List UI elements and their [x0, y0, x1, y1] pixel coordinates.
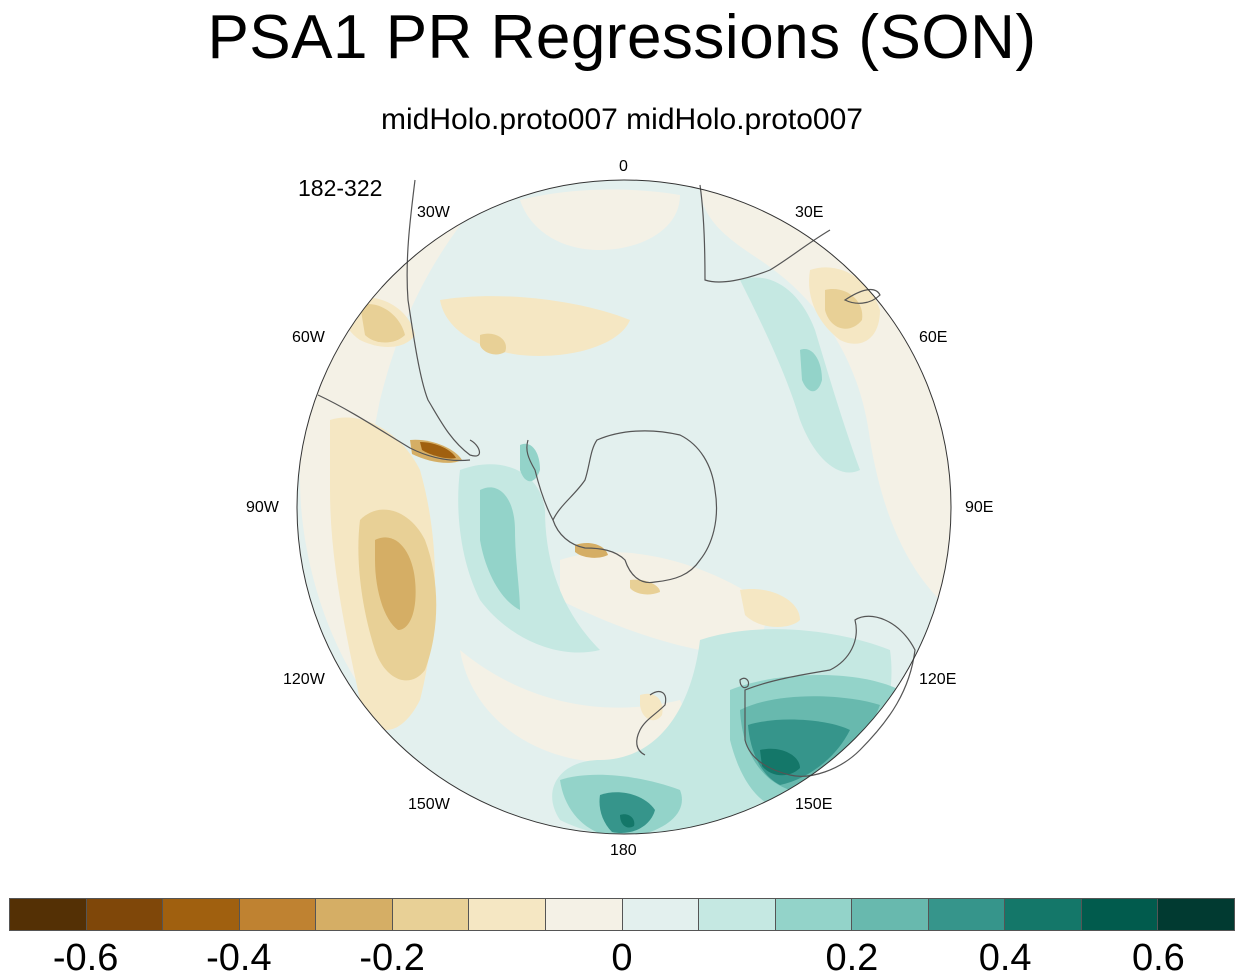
colorbar-tick-label: 0	[611, 937, 633, 979]
field-brown-antarctic-peninsula	[575, 543, 608, 558]
colorbar-box-15	[1158, 899, 1234, 930]
colorbar-tick-label: 0.6	[1131, 937, 1185, 979]
lon-label-90w: 90W	[246, 499, 279, 516]
lon-label-180: 180	[610, 842, 637, 859]
colorbar-box-13	[1005, 899, 1082, 930]
lon-label-60w: 60W	[292, 329, 325, 346]
lon-label-120w: 120W	[283, 671, 325, 688]
lon-label-150w: 150W	[408, 796, 450, 813]
field-band-north	[520, 189, 680, 250]
polar-map	[296, 179, 952, 835]
field-brown-africa	[825, 289, 863, 329]
colorbar-box-7	[545, 899, 623, 930]
field-brown-dark-chile	[420, 442, 456, 459]
antarctic-peninsula	[526, 439, 554, 521]
lon-label-90e: 90E	[965, 499, 994, 516]
plot-subtitle: midHolo.proto007 midHolo.proto007	[381, 103, 863, 136]
field-brown-mid-pacific	[375, 537, 416, 630]
lon-label-120e: 120E	[919, 671, 957, 688]
lon-label-0: 0	[619, 158, 628, 175]
colorbar-box-14	[1081, 899, 1159, 930]
field-brown-ross	[630, 579, 660, 595]
colorbar-box-5	[392, 899, 470, 930]
colorbar-box-10	[775, 899, 853, 930]
field-teal-darker-pacific-south	[620, 814, 635, 828]
field-band-pacific	[460, 650, 684, 762]
field-teal-darker-australia	[760, 748, 800, 776]
tasmania-coast	[739, 677, 750, 689]
plot-title: PSA1 PR Regressions (SON)	[207, 3, 1037, 72]
south-america-coast-west	[317, 394, 471, 462]
new-zealand-coast	[636, 691, 667, 756]
lon-label-30w: 30W	[417, 204, 450, 221]
coastlines	[317, 179, 916, 777]
colorbar-box-0	[10, 899, 87, 930]
africa-coast	[699, 184, 831, 283]
colorbar-tick-label: -0.4	[206, 937, 272, 979]
field-teal-mid-indian	[800, 349, 822, 392]
field-tan-newzealand	[640, 693, 663, 721]
field-teal-dark-pacific-south	[599, 792, 655, 834]
colorbar	[9, 898, 1235, 931]
madagascar-coast	[843, 288, 881, 304]
field-teal-light-indian	[740, 277, 860, 473]
lon-label-30e: 30E	[795, 204, 824, 221]
colorbar-box-1	[86, 899, 164, 930]
field-tan-east-antarctic	[740, 589, 800, 627]
colorbar-box-9	[699, 899, 776, 930]
colorbar-box-2	[163, 899, 240, 930]
colorbar-box-6	[469, 899, 546, 930]
field-brown-atlantic	[480, 333, 506, 355]
colorbar-tick-label: -0.6	[52, 937, 119, 979]
south-america-coast-east	[406, 179, 480, 457]
colorbar-box-4	[316, 899, 393, 930]
field-band-south-antarctic	[560, 552, 766, 653]
precip-regression-field	[297, 180, 951, 834]
colorbar-tick-label: 0.4	[978, 937, 1032, 979]
colorbar-box-3	[239, 899, 317, 930]
australia-coast	[744, 615, 916, 777]
colorbar-tick-label: -0.2	[359, 937, 425, 979]
colorbar-box-11	[852, 899, 929, 930]
colorbar-tick-label: 0.2	[825, 937, 879, 979]
antarctica-coast	[552, 430, 718, 584]
lon-label-60e: 60E	[919, 329, 948, 346]
colorbar-box-8	[622, 899, 700, 930]
lon-label-150e: 150E	[795, 796, 833, 813]
period-label: 182-322	[298, 175, 383, 201]
field-brown-argentina	[360, 304, 405, 343]
colorbar-box-12	[928, 899, 1006, 930]
field-teal-mid-pacific	[480, 487, 520, 610]
map-boundary	[296, 179, 952, 835]
